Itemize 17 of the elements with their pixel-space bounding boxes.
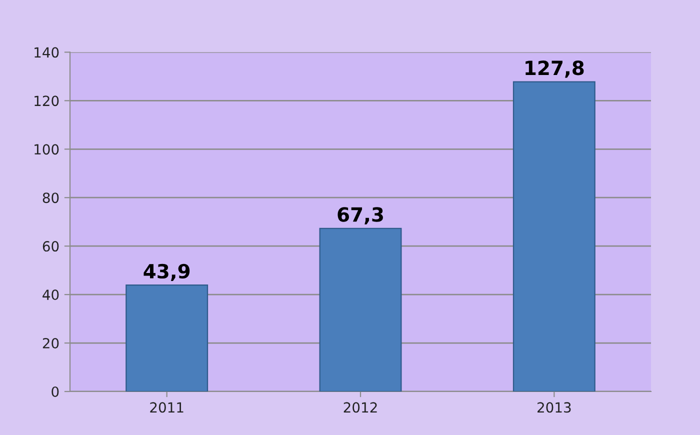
y-tick-label: 60 xyxy=(42,241,59,252)
y-tick-label: 0 xyxy=(52,386,59,397)
data-label: 43,9 xyxy=(144,264,190,282)
y-tick-label: 120 xyxy=(34,96,59,106)
y-tick-label: 100 xyxy=(34,144,59,155)
data-label: 67,3 xyxy=(338,207,383,224)
bar xyxy=(319,228,402,392)
y-tick-label: 20 xyxy=(42,338,59,349)
x-tick-label: 2012 xyxy=(344,402,377,413)
y-tick-label: 80 xyxy=(42,192,59,204)
bar xyxy=(512,81,596,392)
y-tick-label: 140 xyxy=(34,47,59,58)
x-tick-label: 2013 xyxy=(538,402,571,413)
bar xyxy=(126,284,208,392)
data-label: 127,8 xyxy=(526,60,584,78)
x-tick-label: 2011 xyxy=(150,402,184,413)
y-tick-label: 40 xyxy=(42,290,59,300)
